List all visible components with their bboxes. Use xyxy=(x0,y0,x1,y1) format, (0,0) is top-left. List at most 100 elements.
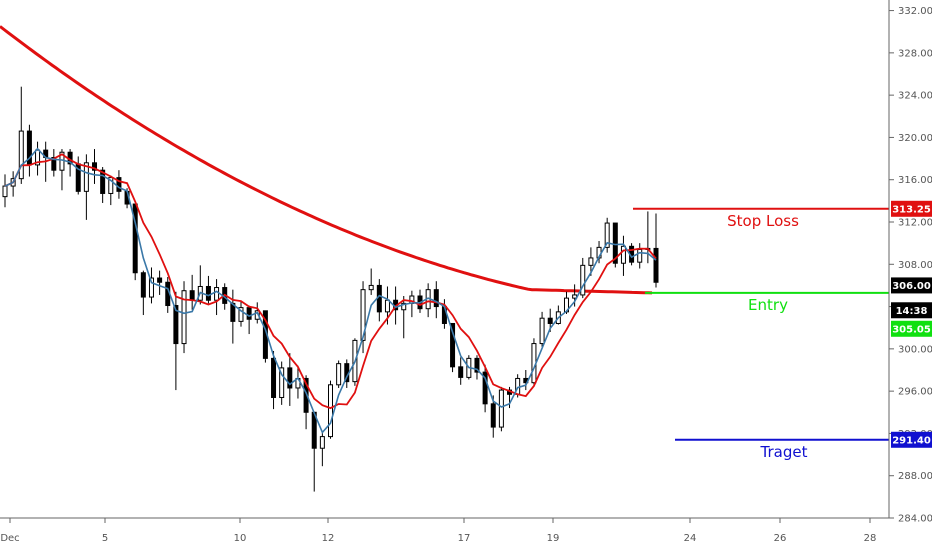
price-tick-label: 300.00 xyxy=(898,344,932,355)
candle-body xyxy=(604,222,610,248)
candle-body xyxy=(433,289,439,308)
candle-body xyxy=(238,307,244,322)
candle-body xyxy=(214,287,220,301)
candle xyxy=(238,301,244,327)
candle-body xyxy=(148,277,154,298)
price-tick-label: 312.00 xyxy=(898,218,932,229)
candle-body xyxy=(498,389,504,428)
candle-body xyxy=(279,367,285,398)
price-tag-label: 306.00 xyxy=(892,281,931,292)
candle xyxy=(35,141,41,176)
price-tick-label: 308.00 xyxy=(898,260,932,271)
candle-body xyxy=(401,302,407,311)
level-label: Stop Loss xyxy=(727,212,799,230)
candle-body xyxy=(612,222,618,264)
ma200-line-group xyxy=(0,25,653,295)
candle-body xyxy=(271,357,277,398)
candle-body xyxy=(83,162,89,192)
price-tick-label: 284.00 xyxy=(898,514,932,525)
candle xyxy=(433,281,439,319)
candle-body xyxy=(18,130,24,180)
levels-group: Stop Loss Entry Traget xyxy=(633,207,889,461)
candle xyxy=(51,149,57,177)
candle xyxy=(531,338,537,385)
level-label: Traget xyxy=(760,443,808,461)
candle-body xyxy=(450,322,456,368)
candle-body xyxy=(637,248,643,263)
candle xyxy=(205,275,211,304)
price-tick-label: 324.00 xyxy=(898,91,932,102)
candle xyxy=(401,296,407,339)
price-tag-stop: 313.25 xyxy=(891,200,932,217)
candle-body xyxy=(653,247,659,283)
candle xyxy=(140,270,146,316)
price-tag-bg xyxy=(891,431,932,448)
time-tick-label: 5 xyxy=(102,533,108,544)
candle xyxy=(653,213,659,288)
candle-body xyxy=(360,289,366,341)
candle-body xyxy=(580,264,586,296)
candle-body xyxy=(2,185,8,198)
candle-body xyxy=(384,299,390,313)
candle xyxy=(580,257,586,299)
candle-body xyxy=(108,177,114,194)
candle xyxy=(360,281,366,354)
candle xyxy=(157,270,163,295)
candle-body xyxy=(35,149,41,166)
time-axis-ticks: Dec 5 10 12 17 19 24 26 28 xyxy=(0,518,876,544)
price-tag-green: 305.05 xyxy=(891,320,932,337)
ma200-line xyxy=(0,25,653,295)
price-tick-label: 316.00 xyxy=(898,175,932,186)
ma-slow-line xyxy=(4,153,657,410)
price-tag-bg xyxy=(891,320,932,337)
candle xyxy=(368,268,374,295)
candle-body xyxy=(539,317,545,345)
candle-body xyxy=(189,290,195,301)
time-tick-label: 10 xyxy=(234,533,247,544)
candle-body xyxy=(336,363,342,386)
candle-body xyxy=(474,357,480,373)
candle-body xyxy=(620,245,626,264)
candle xyxy=(116,170,122,199)
price-tick-label: 296.00 xyxy=(898,387,932,398)
time-tick-label: 17 xyxy=(458,533,471,544)
candle xyxy=(18,86,24,184)
price-tag-bg xyxy=(891,277,932,294)
candle-body xyxy=(140,272,146,298)
candle xyxy=(214,279,220,316)
candle xyxy=(92,149,98,184)
candle-body xyxy=(246,307,252,320)
time-tick-label: 28 xyxy=(864,533,877,544)
price-tag-label: 313.25 xyxy=(892,204,931,215)
ma-fast-line-group xyxy=(4,147,657,434)
candle xyxy=(620,235,626,276)
candle xyxy=(148,267,154,304)
candle xyxy=(279,361,285,405)
candle-body xyxy=(173,305,179,345)
candle-body xyxy=(51,157,57,171)
price-tick-label: 332.00 xyxy=(898,6,932,17)
candle xyxy=(271,350,277,410)
candle xyxy=(319,431,325,467)
candle-body xyxy=(368,284,374,291)
time-tick-label: 19 xyxy=(547,533,560,544)
candle xyxy=(604,217,610,253)
price-tag-label: 14:38 xyxy=(896,306,928,317)
time-tick-label: 12 xyxy=(322,533,335,544)
price-tags-group: 313.25 306.00 14:38 305.05 291.40 xyxy=(891,200,932,448)
price-tag-label: 305.05 xyxy=(892,324,931,335)
candle xyxy=(498,386,504,432)
candle-body xyxy=(157,277,163,283)
candle-body xyxy=(547,317,553,324)
candle xyxy=(181,281,187,354)
candle xyxy=(612,222,618,268)
candle-body xyxy=(458,366,464,378)
candle-body xyxy=(205,285,211,301)
price-tick-label: 288.00 xyxy=(898,471,932,482)
candle-body xyxy=(92,162,98,171)
time-tick-label: 26 xyxy=(774,533,787,544)
candle-body xyxy=(588,257,594,266)
price-tick-label: 320.00 xyxy=(898,133,932,144)
time-tick-label: Dec xyxy=(0,533,19,544)
